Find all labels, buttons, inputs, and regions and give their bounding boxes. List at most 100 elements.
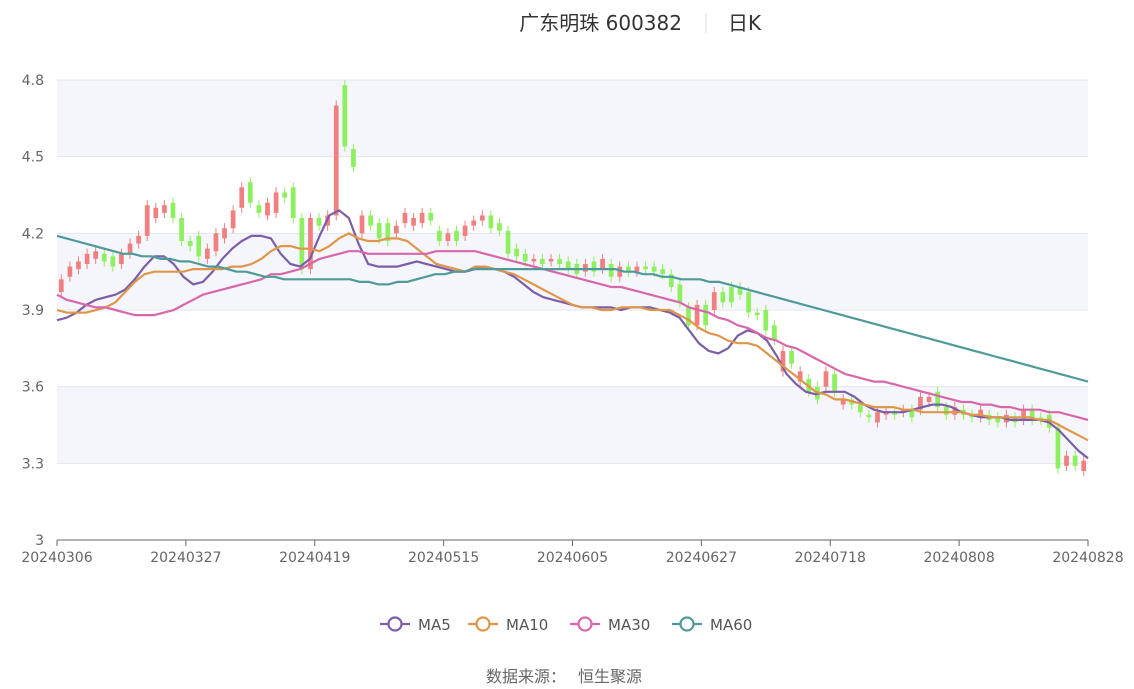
legend-item-ma5[interactable]: MA5	[380, 616, 451, 634]
candle	[668, 269, 674, 293]
candle-body	[591, 261, 597, 272]
candle	[634, 261, 640, 277]
candle-body	[583, 264, 588, 272]
candle	[1038, 412, 1044, 425]
candle-body	[823, 371, 829, 387]
candle	[1072, 450, 1078, 471]
candle	[540, 253, 545, 270]
candle-body	[978, 409, 983, 418]
x-tick-label: 20240718	[795, 550, 866, 566]
background-band	[57, 80, 1088, 157]
legend[interactable]: MA5 MA10 MA30 MA60	[380, 616, 752, 634]
candle	[93, 246, 99, 264]
candle	[153, 202, 159, 224]
candle-body	[746, 292, 751, 313]
candle	[265, 197, 270, 221]
candle	[368, 210, 373, 231]
candle	[866, 409, 872, 423]
candle-body	[316, 218, 322, 226]
legend-marker	[577, 616, 593, 632]
candle-body	[222, 228, 227, 239]
candle-body	[857, 404, 863, 413]
candle-body	[402, 212, 408, 224]
candle	[119, 248, 124, 270]
candle	[67, 261, 73, 282]
x-tick-label: 20240605	[537, 550, 608, 566]
candle-body	[127, 243, 133, 254]
candle	[101, 248, 107, 267]
y-tick-label: 4.2	[22, 226, 44, 242]
candle-body	[342, 85, 348, 147]
series-line-ma30	[56, 250, 1089, 421]
candle-body	[1064, 455, 1069, 466]
candle-body	[952, 407, 958, 415]
candle-body	[763, 310, 769, 331]
candle-body	[333, 105, 339, 216]
candle-body	[290, 187, 296, 218]
candle-body	[428, 212, 434, 221]
candle	[462, 220, 468, 241]
candle-body	[694, 304, 700, 326]
candle	[187, 235, 193, 252]
candle-body	[995, 417, 1001, 423]
x-tick-label: 20240515	[408, 550, 479, 566]
candle-body	[488, 215, 494, 229]
legend-label: MA30	[608, 616, 650, 634]
source-value: 恒生聚源	[578, 667, 642, 686]
candle	[978, 404, 983, 423]
candle	[772, 320, 777, 346]
candle	[247, 177, 253, 208]
candle-body	[153, 207, 159, 218]
candle	[643, 261, 648, 275]
y-tick-label: 4.5	[22, 150, 44, 166]
candle	[746, 287, 751, 318]
candle	[780, 345, 786, 377]
candle-body	[454, 230, 459, 241]
candle	[625, 261, 631, 277]
candle-body	[239, 187, 245, 208]
candle	[351, 143, 356, 172]
candle-body	[265, 202, 270, 216]
background-band	[57, 386, 1088, 464]
candle-body	[101, 253, 107, 262]
candle-body	[394, 225, 399, 234]
candle-body	[540, 258, 545, 264]
candle	[127, 238, 133, 259]
candle-body	[660, 269, 666, 275]
candle	[1081, 455, 1087, 477]
candle	[591, 256, 597, 277]
candle-body	[840, 399, 846, 405]
x-axis: 20240306 20240327 20240419 20240515 20240605…	[21, 539, 1124, 566]
candle	[557, 253, 562, 270]
candle-body	[720, 292, 726, 303]
legend-item-ma10[interactable]: MA10	[468, 616, 548, 634]
candle-body	[1021, 409, 1026, 420]
candle-body	[144, 205, 150, 236]
candle	[290, 182, 296, 224]
candle-body	[548, 258, 554, 262]
legend-item-ma30[interactable]: MA30	[570, 616, 650, 634]
candle-body	[170, 202, 176, 218]
y-tick-label: 3	[35, 533, 44, 549]
candle-body	[892, 412, 898, 415]
candle-body	[119, 253, 124, 264]
candle	[617, 261, 623, 282]
candle-body	[711, 292, 717, 310]
candle	[952, 402, 958, 420]
chart-subtitle: 日K	[728, 11, 762, 35]
y-tick-label: 3.9	[22, 303, 44, 319]
candle	[488, 210, 494, 234]
candle-body	[419, 212, 425, 224]
candle	[204, 243, 210, 264]
candle-body	[608, 264, 614, 277]
candle	[703, 299, 709, 331]
candle-body	[557, 258, 562, 264]
candle-body	[273, 192, 279, 213]
candle	[900, 404, 906, 418]
candle	[737, 281, 743, 300]
candle-body	[668, 274, 674, 287]
candle-body	[179, 218, 184, 241]
candle	[256, 200, 262, 218]
candle	[359, 210, 365, 239]
legend-item-ma60[interactable]: MA60	[672, 616, 752, 634]
